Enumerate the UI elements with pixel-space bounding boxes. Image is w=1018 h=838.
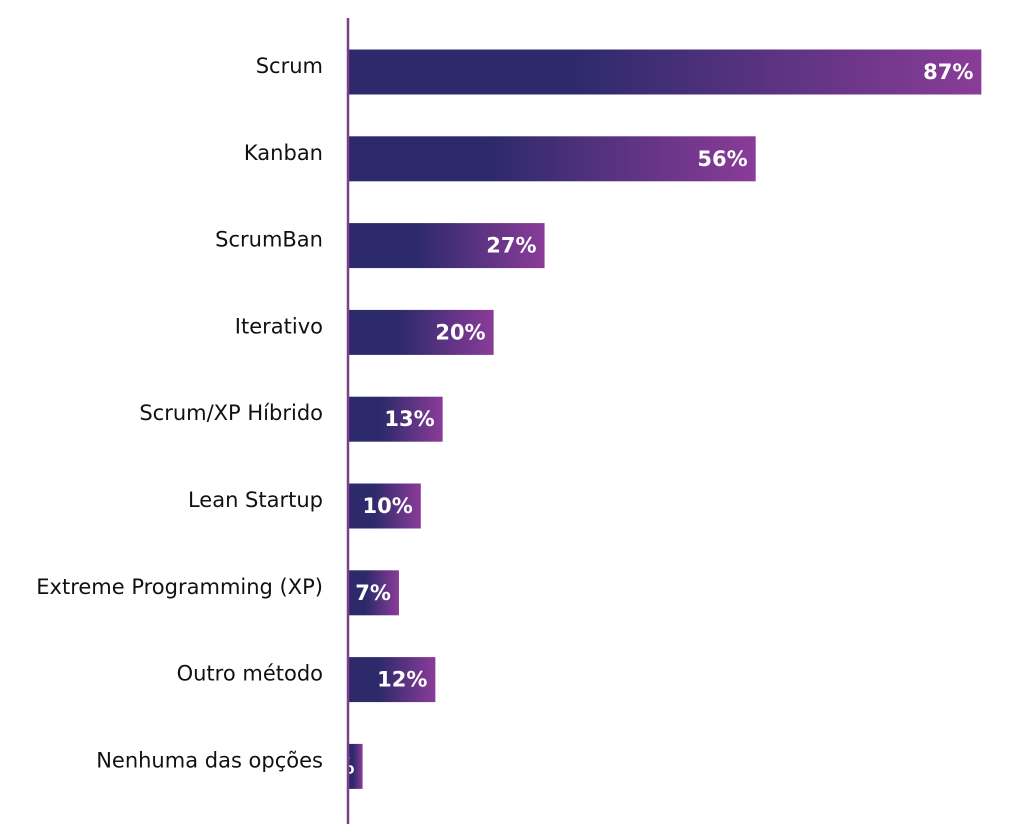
category-label: Scrum [256, 54, 323, 78]
category-label: ScrumBan [215, 228, 323, 252]
category-label: Iterativo [235, 314, 323, 338]
bar [348, 570, 399, 616]
value-label: 7% [355, 581, 391, 605]
value-label: 56% [697, 147, 747, 171]
category-label: Kanban [244, 141, 323, 165]
bar [348, 657, 436, 703]
bar [348, 743, 363, 789]
bars-group [348, 49, 982, 789]
value-label: 87% [923, 60, 973, 84]
category-label: Outro método [177, 662, 323, 686]
category-label: Scrum/XP Híbrido [139, 401, 323, 425]
bar [348, 49, 982, 95]
value-label: 12% [377, 668, 427, 692]
value-label: 13% [384, 407, 434, 431]
bar [348, 396, 443, 442]
value-label: 10% [363, 494, 413, 518]
category-label: Lean Startup [188, 488, 323, 512]
value-label: 20% [435, 320, 485, 344]
bar [348, 223, 545, 269]
value-label: 27% [486, 234, 536, 258]
category-label: Extreme Programming (XP) [36, 575, 323, 599]
bar [348, 483, 421, 529]
bar [348, 136, 756, 182]
value-labels-group: 87%56%27%20%13%10%7%12%2% [319, 60, 973, 778]
category-label: Nenhuma das opções [96, 748, 323, 772]
category-labels-group: Scrum Kanban ScrumBan Iterativo Scrum/XP Híb… [36, 54, 323, 772]
bar [348, 309, 494, 355]
